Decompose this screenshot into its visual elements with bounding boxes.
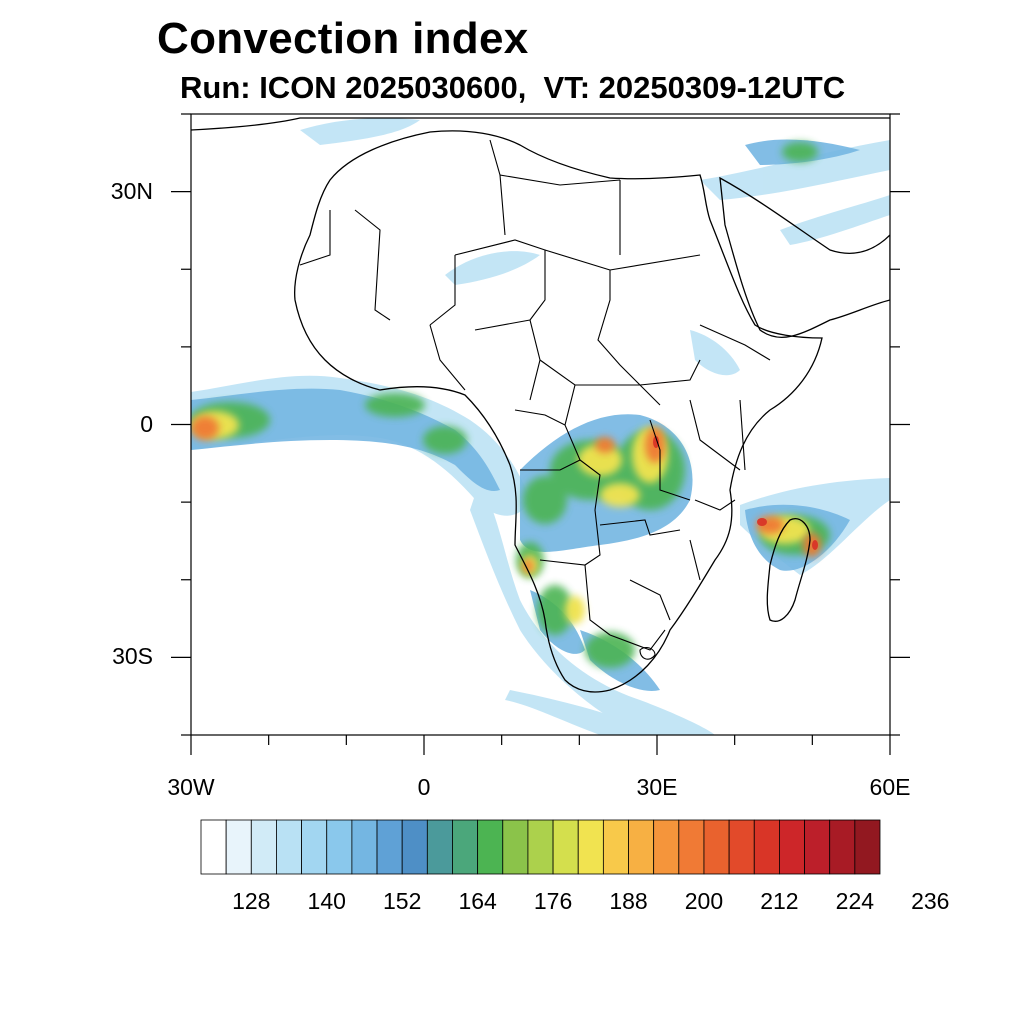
colorbar-swatch [326,819,353,875]
gulf-band [780,195,890,245]
colorbar-swatch [829,819,856,875]
colorbar-swatch [602,819,629,875]
colorbar-swatch [527,819,554,875]
colorbar-swatch [452,819,479,875]
coastlines [191,117,890,693]
colorbar-swatch [854,819,881,875]
colorbar-swatch [753,819,780,875]
colorbar-label: 224 [835,888,875,914]
colorbar-label: 128 [232,888,271,914]
colorbar-swatch [728,819,755,875]
arabia-coastline [719,176,890,339]
africa-coastline-icon [294,130,823,693]
country-borders [299,139,771,660]
colorbar-swatch [200,819,227,875]
lon-tick-label: 30E [636,774,678,800]
lon-tick-label: 30W [167,774,215,800]
colorbar-swatch [628,819,655,875]
map-title: Convection index [157,14,529,63]
colorbar-swatch [703,819,730,875]
convection-field [191,118,890,735]
colorbar-label: 176 [533,888,573,914]
colorbar-label: 188 [609,888,648,914]
colorbar-swatch [225,819,252,875]
colorbar-label: 164 [458,888,497,914]
colorbar-swatch [552,819,579,875]
colorbar-swatch [401,819,428,875]
colorbar-swatch [804,819,831,875]
colorbar-swatch [301,819,328,875]
colorbar-label: 200 [684,888,724,914]
lon-tick-label: 0 [417,774,431,800]
colorbar-swatch [376,819,403,875]
axis-ticks [171,113,910,755]
colorbar-swatch [276,819,302,875]
colorbar-swatch [577,819,604,875]
lon-tick-label: 60E [869,774,911,800]
map-subtitle: Run: ICON 2025030600, VT: 20250309-12UTC [180,70,846,105]
benguela-swath [470,480,715,735]
colorbar-label: 152 [382,888,422,914]
madagascar-coastline [766,518,811,622]
med-band [300,118,420,145]
lat-tick-label: 0 [140,410,153,437]
colorbar-swatch [351,819,378,875]
colorbar-swatch [426,819,453,875]
colorbar-swatch [250,819,277,875]
colorbar-label: 212 [760,888,799,914]
lat-tick-label: 30S [112,643,153,670]
sahara-streak [445,251,540,285]
colorbar-swatch [653,819,680,875]
colorbar [200,819,881,875]
europe-coastline [191,117,890,131]
colorbar-swatch [502,819,529,875]
colorbar-swatch [477,819,504,875]
east-africa-band [690,330,740,376]
lat-tick-label: 30N [110,177,153,204]
colorbar-label: 236 [911,888,950,914]
south-indian-band [505,690,660,735]
colorbar-label: 140 [307,888,346,914]
colorbar-swatch [678,819,705,875]
colorbar-swatch [779,819,805,875]
